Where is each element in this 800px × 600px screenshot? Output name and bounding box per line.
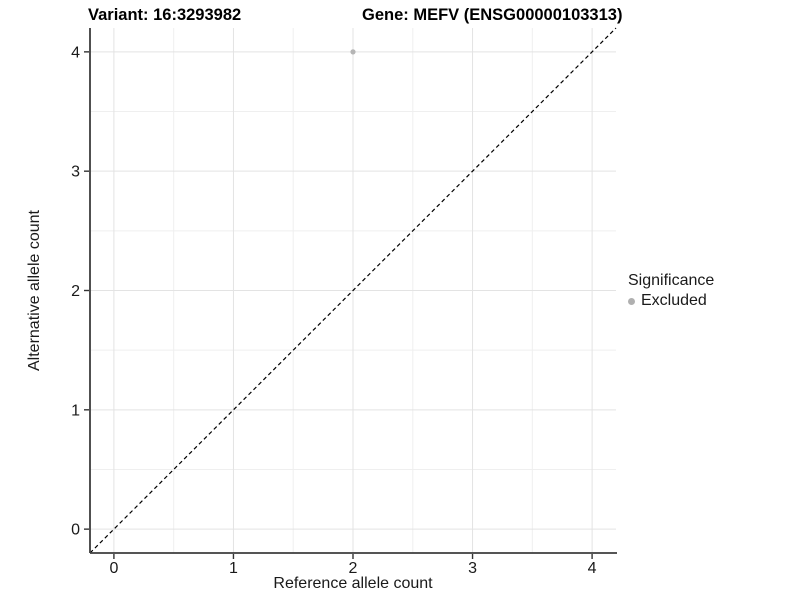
legend-item-label: Excluded [641,292,707,309]
y-tick-label: 4 [71,44,80,61]
y-tick-label: 1 [71,402,80,419]
legend-point-icon [628,297,635,305]
x-tick-label: 4 [588,560,597,577]
variant-title: Variant: 16:3293982 [88,6,242,24]
x-tick-label: 2 [349,560,358,577]
y-tick-label: 0 [71,522,80,539]
x-axis-label: Reference allele count [273,575,433,592]
legend-title: Significance [628,272,715,289]
x-tick-label: 1 [229,560,238,577]
data-point [350,49,356,55]
legend-item-excluded: Excluded [628,292,714,310]
x-tick-label: 0 [109,560,118,577]
y-tick-label: 2 [71,283,80,300]
y-tick-label: 3 [71,164,80,181]
gene-title: Gene: MEFV (ENSG00000103313) [362,6,623,24]
x-tick-label: 3 [468,560,477,577]
identity-line [89,27,617,554]
legend: Significance Excluded [628,272,714,310]
